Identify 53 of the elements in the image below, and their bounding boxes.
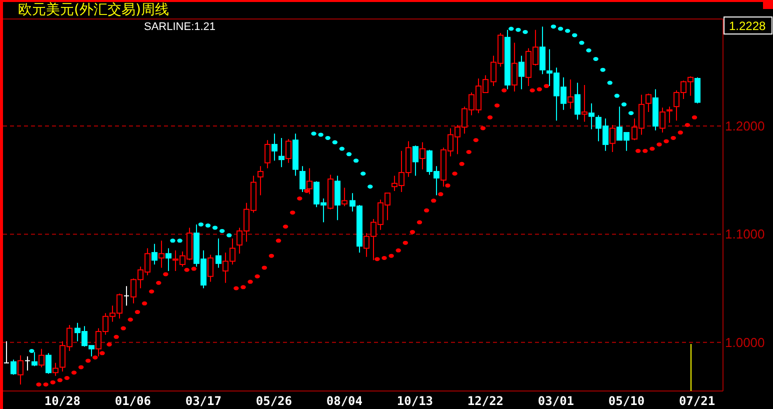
candlestick (540, 26, 546, 75)
candlestick (10, 359, 16, 376)
candlestick (208, 254, 214, 282)
y-tick-label: 1.1000 (725, 226, 765, 242)
x-tick-label: 05/26 (256, 394, 292, 408)
candlestick (300, 166, 306, 193)
candlestick (258, 166, 264, 196)
candlestick (568, 79, 574, 110)
candlestick (46, 352, 52, 374)
annotation: SARLINE:1.21 (144, 21, 216, 33)
x-tick-label: 01/06 (114, 394, 151, 408)
candlestick (660, 107, 666, 134)
candlestick (518, 55, 524, 90)
candlestick (124, 286, 130, 306)
x-tick-label: 03/01 (538, 394, 574, 408)
candlestick (158, 240, 164, 268)
candlestick (286, 138, 292, 164)
candlestick (666, 106, 672, 124)
candlestick (24, 356, 30, 371)
x-tick-label: 05/10 (608, 394, 645, 408)
candlestick (694, 76, 700, 104)
candlestick (582, 84, 588, 122)
candlestick (412, 145, 418, 176)
candlestick (278, 137, 284, 168)
candlestick (4, 340, 10, 364)
candlestick (264, 140, 270, 169)
candlestick (512, 42, 518, 92)
x-tick-label: 10/28 (44, 394, 80, 408)
candlestick (18, 354, 24, 386)
candlestick (32, 352, 38, 367)
candlestick (216, 238, 222, 268)
candlestick (588, 102, 594, 130)
x-tick-label: 12/22 (467, 394, 504, 408)
candlestick (646, 93, 652, 112)
y-tick-label: 1.0000 (725, 334, 765, 350)
candlestick (166, 248, 172, 272)
candlestick (52, 362, 58, 376)
text: 1.2228 (729, 19, 766, 33)
candlestick (420, 142, 426, 170)
candlestick (342, 187, 348, 207)
candlestick (306, 168, 312, 195)
candlestick (610, 124, 616, 153)
x-tick-label: 07/21 (678, 394, 716, 408)
y-tick-label: 1.2000 (725, 118, 765, 134)
x-tick-label: 10/13 (396, 394, 434, 408)
candlestick (152, 243, 158, 265)
candlestick (38, 348, 44, 368)
chart-title: 欧元美元(外汇交易)周线 (18, 2, 169, 18)
candlestick (574, 82, 580, 120)
x-tick-label: 03/17 (185, 394, 222, 408)
x-tick-label: 08/04 (326, 394, 363, 408)
candlestick (334, 175, 340, 221)
candlestick (272, 133, 278, 162)
